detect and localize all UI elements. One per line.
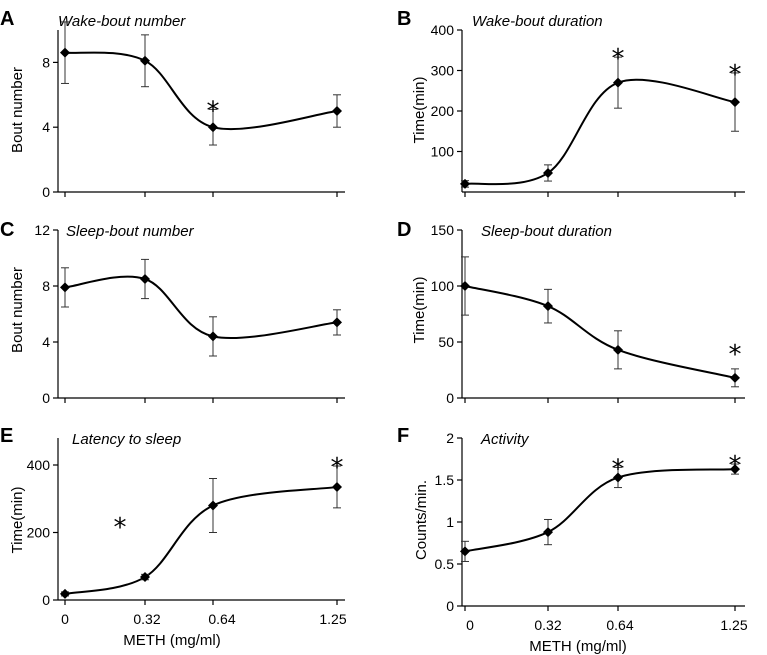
data-point <box>543 527 553 538</box>
y-tick-label: 200 <box>27 525 51 541</box>
x-tick-label: 0 <box>466 617 474 633</box>
x-tick-label: 0.64 <box>208 611 235 627</box>
x-tick-label: 0 <box>61 611 69 627</box>
y-tick-label: 0 <box>446 390 454 406</box>
y-tick-label: 150 <box>431 222 455 238</box>
data-point <box>613 77 623 88</box>
y-tick-label: 1 <box>446 514 454 530</box>
data-point <box>208 122 218 133</box>
y-axis-label: Counts/min. <box>413 480 430 560</box>
x-tick-label: 0.32 <box>534 617 561 633</box>
panel-d: D Sleep-bout duration Time(min) 0 50 100 150 * <box>397 219 745 406</box>
y-tick-label: 400 <box>431 22 455 38</box>
x-tick-label: 0.64 <box>606 617 633 633</box>
x-tick-label: 0.32 <box>133 611 160 627</box>
y-tick-label: 2 <box>446 430 454 446</box>
data-point <box>730 372 740 383</box>
significance-star: * <box>729 451 742 481</box>
data-point <box>208 500 218 511</box>
panel-b: B Wake-bout duration Time(min)100 200 300 400… <box>397 8 745 197</box>
data-point <box>730 97 740 108</box>
series-line <box>64 485 338 595</box>
y-axis-label: Time(min) <box>411 277 428 344</box>
panel-title: Wake-bout number <box>58 13 186 30</box>
y-tick-label: 8 <box>42 278 50 294</box>
y-tick-label: 0 <box>42 390 50 406</box>
y-tick-label: 4 <box>42 334 50 350</box>
y-tick-label: 4 <box>42 119 50 135</box>
x-tick-label: 1.25 <box>319 611 346 627</box>
significance-star: * <box>207 96 220 126</box>
panel-title: Activity <box>480 431 530 448</box>
panel-letter: C <box>0 219 14 241</box>
y-tick-label: 0.5 <box>435 556 455 572</box>
panel-letter: A <box>0 8 14 30</box>
data-point <box>730 464 740 475</box>
panel-a: A Wake-bout number Bout number 0 4 8 * <box>0 8 345 200</box>
y-axis-label: Bout number <box>9 67 26 153</box>
y-tick-label: 50 <box>438 334 454 350</box>
significance-star: * <box>612 454 625 484</box>
significance-star: * <box>331 453 344 483</box>
panel-letter: D <box>397 219 411 241</box>
y-axis-label: Time(min) <box>411 77 428 144</box>
y-tick-label: 0 <box>42 592 50 608</box>
series-line <box>464 468 736 553</box>
data-point <box>140 55 150 66</box>
data-point <box>332 317 342 328</box>
x-tick-label: 1.25 <box>720 617 747 633</box>
y-tick-label: 12 <box>34 222 50 238</box>
data-point <box>332 481 342 492</box>
y-tick-label: 100 <box>431 144 455 160</box>
data-point <box>543 301 553 312</box>
panel-f: F Activity Counts/min. 0 0.5 1 1.5 2 0 0.32 0.64 1.… <box>397 425 748 655</box>
x-axis-label: METH (mg/ml) <box>123 632 221 649</box>
data-point <box>60 47 70 58</box>
data-point <box>460 281 470 291</box>
y-axis-label: Time(min) <box>9 487 26 554</box>
y-tick-label: 1.5 <box>435 472 455 488</box>
significance-star: * <box>612 44 625 74</box>
series-line <box>64 51 338 131</box>
panel-title: Latency to sleep <box>72 431 181 448</box>
data-point <box>613 344 623 355</box>
y-tick-label: 300 <box>431 63 455 79</box>
y-tick-label: 200 <box>431 103 455 119</box>
series-line <box>464 78 736 186</box>
y-tick-label: 8 <box>42 54 50 70</box>
series-line <box>64 275 338 340</box>
significance-star: * <box>114 513 127 543</box>
y-tick-label: 0 <box>42 184 50 200</box>
data-point <box>543 167 553 178</box>
significance-star: * <box>729 60 742 90</box>
y-tick-label: 0 <box>446 598 454 614</box>
panel-title: Sleep-bout duration <box>481 223 612 240</box>
x-axis-label: METH (mg/ml) <box>529 638 627 655</box>
data-point <box>460 546 470 557</box>
panel-title: Sleep-bout number <box>66 223 195 240</box>
series-line <box>464 285 736 379</box>
panel-title: Wake-bout duration <box>472 13 603 30</box>
data-point <box>332 106 342 116</box>
data-point <box>208 331 218 342</box>
y-axis-label: Bout number <box>9 267 26 353</box>
data-point <box>460 178 470 189</box>
significance-star: * <box>729 340 742 370</box>
panel-c: C Sleep-bout number Bout number 0 4 8 12 <box>0 219 345 406</box>
panel-letter: E <box>0 425 13 447</box>
panel-letter: B <box>397 8 411 30</box>
data-point <box>613 472 623 483</box>
data-point <box>60 282 70 293</box>
y-tick-label: 100 <box>431 278 455 294</box>
data-point <box>60 588 70 599</box>
data-point <box>140 572 150 583</box>
panel-e: E Latency to sleep Time(min) 0 200 400 0 0.32 0.… <box>0 425 347 649</box>
data-point <box>140 274 150 284</box>
y-tick-label: 400 <box>27 457 51 473</box>
panel-letter: F <box>397 425 409 447</box>
